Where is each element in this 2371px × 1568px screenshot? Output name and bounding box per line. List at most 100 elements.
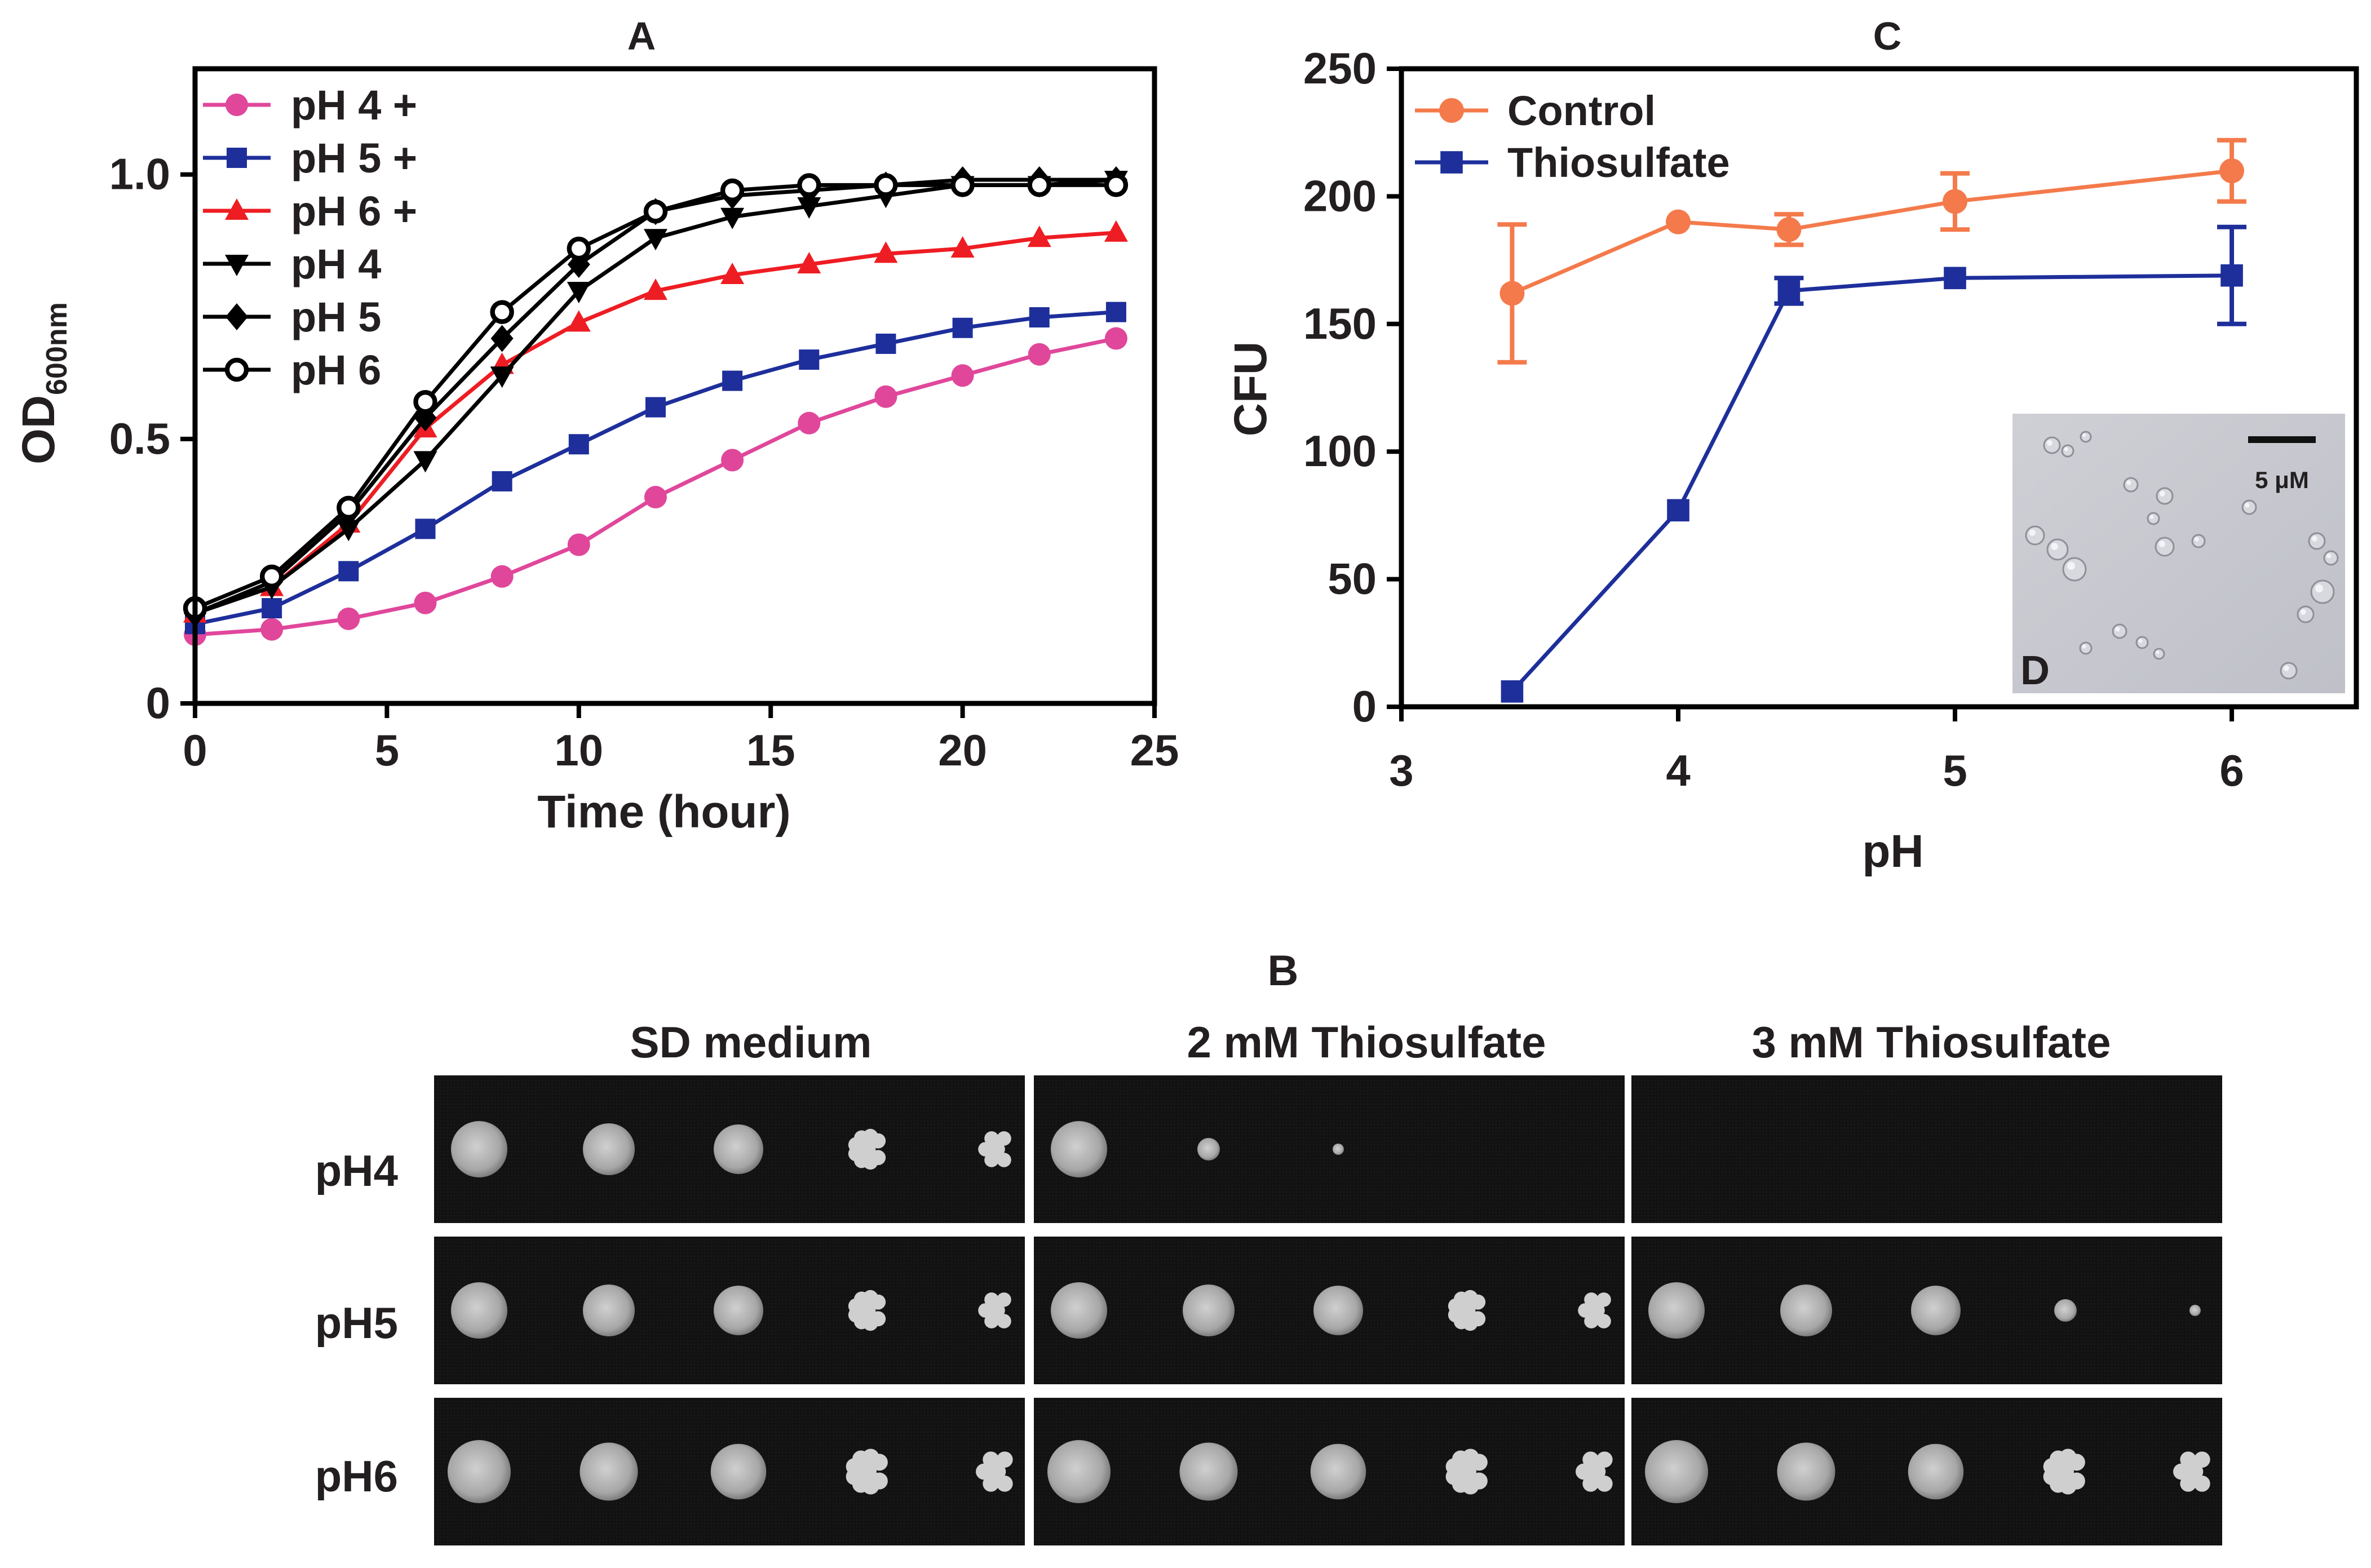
data-point (1104, 220, 1128, 242)
colony (996, 1451, 1013, 1468)
colony (870, 1133, 886, 1149)
yeast-colony-cluster (976, 1451, 1013, 1492)
cell-highlight (2159, 490, 2165, 497)
cell-highlight (2156, 650, 2160, 654)
plate-ph4-3-mm-thiosulfate (1631, 1075, 2222, 1223)
yeast-spot (2189, 1305, 2201, 1316)
data-point (643, 229, 667, 251)
data-point (259, 564, 284, 588)
yeast-spot (583, 1123, 635, 1175)
yeast-colony-cluster (848, 1290, 886, 1331)
data-point (1104, 327, 1127, 350)
legend-label: pH 4 (291, 241, 381, 287)
data-point (490, 325, 514, 352)
legend-label: pH 5 (291, 294, 381, 340)
colony (997, 1131, 1011, 1146)
colony (1460, 1303, 1476, 1318)
agar-background (1034, 1075, 1625, 1223)
colony (1596, 1476, 1613, 1492)
colony (1578, 1303, 1593, 1318)
legend-entry-ph-5: pH 5 + (203, 135, 417, 181)
panel-a-y-axis-label-sub: 600nm (41, 302, 73, 395)
cell-highlight (2194, 537, 2199, 542)
cell-highlight (2315, 584, 2323, 592)
y-tick-label: 0.5 (109, 414, 170, 463)
colony (984, 1131, 999, 1146)
yeast-spot (1179, 1442, 1238, 1501)
data-point (1501, 680, 1524, 703)
data-point (1499, 281, 1525, 306)
panel-a-title: A (627, 14, 656, 58)
colony (1584, 1314, 1599, 1328)
yeast-cell (2155, 537, 2175, 557)
panel-b-title: B (1268, 947, 1299, 995)
data-point (413, 389, 437, 414)
legend-entry-ph-4: pH 4 + (203, 82, 417, 129)
plate-ph4-2-mm-thiosulfate (1034, 1075, 1625, 1223)
x-tick-label: 6 (2219, 746, 2244, 795)
colony (2180, 1476, 2197, 1492)
data-point (568, 434, 589, 455)
legend-marker (225, 255, 249, 276)
legend-label: pH 6 + (291, 188, 417, 234)
yeast-spot (583, 1284, 635, 1336)
cell-highlight (2067, 562, 2075, 570)
yeast-spot (451, 1282, 507, 1339)
row-label-ph6: pH6 (315, 1451, 398, 1501)
colony (2193, 1451, 2210, 1468)
legend-label: Thiosulfate (1507, 139, 1730, 186)
data-point (1029, 307, 1050, 328)
cell-highlight (2138, 639, 2143, 643)
colony (990, 1303, 1005, 1318)
data-point (643, 200, 668, 224)
cell-highlight (2051, 543, 2058, 550)
data-point (1028, 343, 1051, 366)
panel-c-title: C (1873, 14, 1902, 58)
yeast-cells (2025, 431, 2339, 680)
panel-a-x-axis-label: Time (hour) (537, 786, 790, 838)
column-header-2mm-thiosulfate: 2 mM Thiosulfate (1187, 1017, 1546, 1067)
scale-bar (2248, 436, 2316, 443)
data-point (492, 471, 512, 491)
plate-ph5-2-mm-thiosulfate (1034, 1237, 1625, 1384)
yeast-spot (710, 1443, 767, 1500)
data-point (414, 591, 437, 614)
x-tick-label: 5 (1943, 746, 1967, 795)
colony (1459, 1463, 1477, 1481)
y-tick-label: 0 (146, 678, 170, 728)
panel-c-y-axis-label: CFU (1225, 342, 1276, 437)
yeast-colony-cluster (1576, 1451, 1613, 1492)
x-tick-label: 25 (1130, 725, 1179, 775)
y-tick-label: 1.0 (109, 149, 170, 199)
colony (2187, 1463, 2204, 1480)
yeast-cell (2046, 538, 2069, 561)
plate-ph5-3-mm-thiosulfate (1631, 1237, 2222, 1384)
cell-highlight (2082, 433, 2086, 437)
data-point (797, 252, 821, 274)
colony (1582, 1476, 1599, 1492)
panel-a-legend: pH 4 + pH 5 + pH 6 + pH 4 pH 5 pH 6 (203, 82, 417, 393)
cell-highlight (2300, 609, 2306, 615)
colony (2193, 1476, 2210, 1492)
series-control (1497, 138, 2247, 365)
plate-ph6-2-mm-thiosulfate (1034, 1398, 1625, 1545)
data-point (1776, 217, 1802, 242)
legend-marker (1439, 98, 1464, 123)
panel-c-x-axis-label: pH (1862, 826, 1923, 877)
data-point (337, 607, 360, 630)
colony (1589, 1463, 1606, 1480)
yeast-spot (2054, 1299, 2077, 1322)
legend-entry-ph-4: pH 4 (203, 241, 381, 287)
colony (984, 1153, 999, 1167)
data-point (797, 173, 821, 197)
y-tick-label: 150 (1303, 299, 1377, 348)
colony (860, 1303, 876, 1318)
colony (859, 1463, 877, 1481)
colony (997, 1153, 1011, 1167)
data-point (951, 364, 974, 387)
panel-c-cfu-chart: C 3 4 5 6 0 50 100 150 200 250 5 μM D Control Thio… (1225, 14, 2359, 877)
cell-highlight (2126, 480, 2131, 485)
colony (1584, 1292, 1599, 1307)
panel-a-series (183, 166, 1129, 646)
